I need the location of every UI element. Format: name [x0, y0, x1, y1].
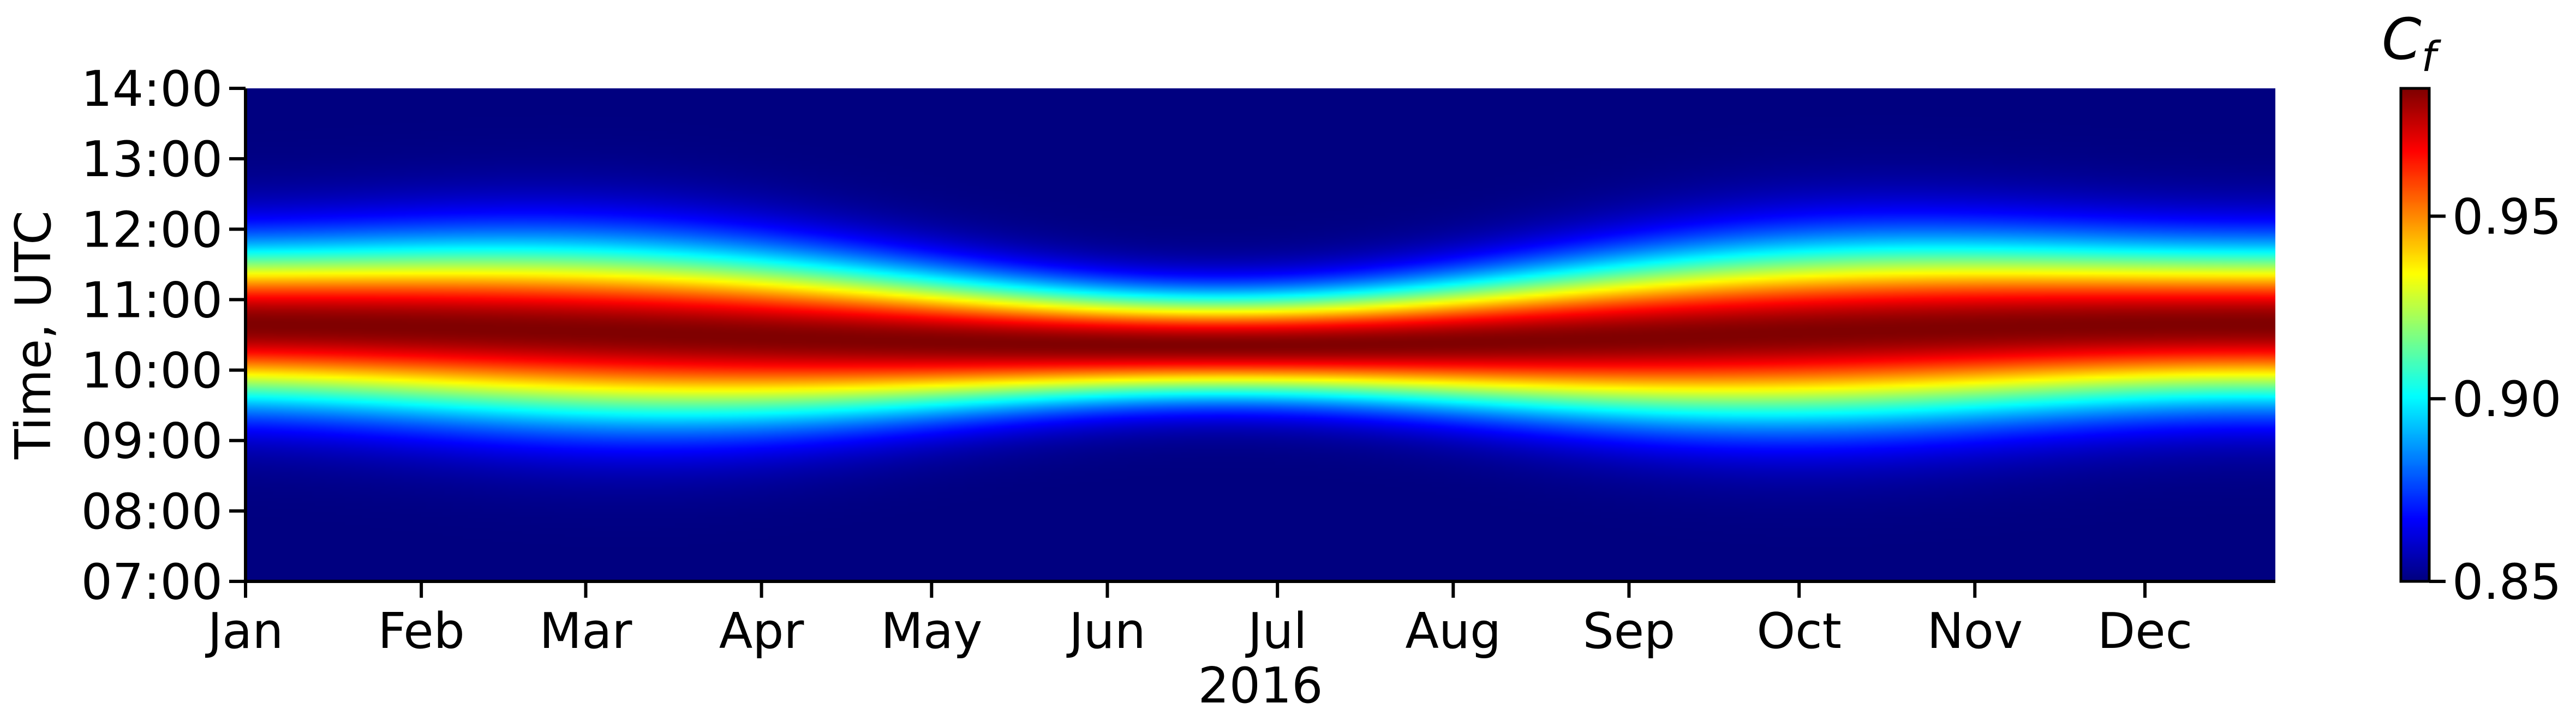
- y-tick-label: 07:00: [81, 554, 223, 611]
- x-tick-label: Apr: [719, 603, 804, 660]
- x-tick-label: Jul: [1245, 603, 1307, 660]
- y-tick-label: 09:00: [81, 413, 223, 470]
- colorbar-tick-label: 0.90: [2452, 371, 2561, 428]
- x-axis: Jan Feb Mar Apr May Jun Jul Aug Sep Oct Nov Dec: [205, 580, 2275, 660]
- colorbar-tick-label: 0.95: [2452, 188, 2561, 245]
- x-tick-label: Nov: [1927, 603, 2023, 660]
- colorbar-label-main: C: [2382, 6, 2422, 73]
- x-tick-label: May: [881, 603, 982, 660]
- x-tick-label: Jun: [1066, 603, 1146, 660]
- y-tick-label: 10:00: [81, 343, 223, 400]
- x-tick-label: Sep: [1583, 603, 1676, 660]
- y-tick-label: 14:00: [81, 61, 223, 118]
- x-tick-label: Jan: [205, 603, 284, 660]
- x-tick-label: Oct: [1756, 603, 1842, 660]
- colorbar-label: Cf: [2382, 6, 2442, 81]
- colorbar: 0.85 0.90 0.95 Cf: [2382, 6, 2561, 611]
- y-tick-label: 13:00: [81, 131, 223, 188]
- colorbar-frame: [2399, 87, 2431, 583]
- colorbar-ticks: 0.85 0.90 0.95: [2429, 188, 2561, 611]
- y-tick-label: 08:00: [81, 483, 223, 540]
- y-tick-label: 11:00: [81, 272, 223, 329]
- y-axis-label: Time, UTC: [5, 211, 62, 460]
- y-axis: 07:00 08:00 09:00 10:00 11:00 12:00 13:00 14:00: [81, 61, 247, 611]
- y-tick-label: 12:00: [81, 201, 223, 259]
- x-tick-label: Aug: [1405, 603, 1501, 660]
- colorbar-gradient: [2401, 88, 2429, 581]
- x-tick-label: Feb: [378, 603, 464, 660]
- heatmap-image: [246, 88, 2275, 581]
- colorbar-tick-label: 0.85: [2452, 554, 2561, 611]
- plot-area: [246, 88, 2275, 581]
- x-axis-label: 2016: [1198, 657, 1323, 714]
- colorbar-label-sub: f: [2422, 32, 2442, 81]
- x-tick-label: Dec: [2097, 603, 2192, 660]
- x-tick-label: Mar: [540, 603, 632, 660]
